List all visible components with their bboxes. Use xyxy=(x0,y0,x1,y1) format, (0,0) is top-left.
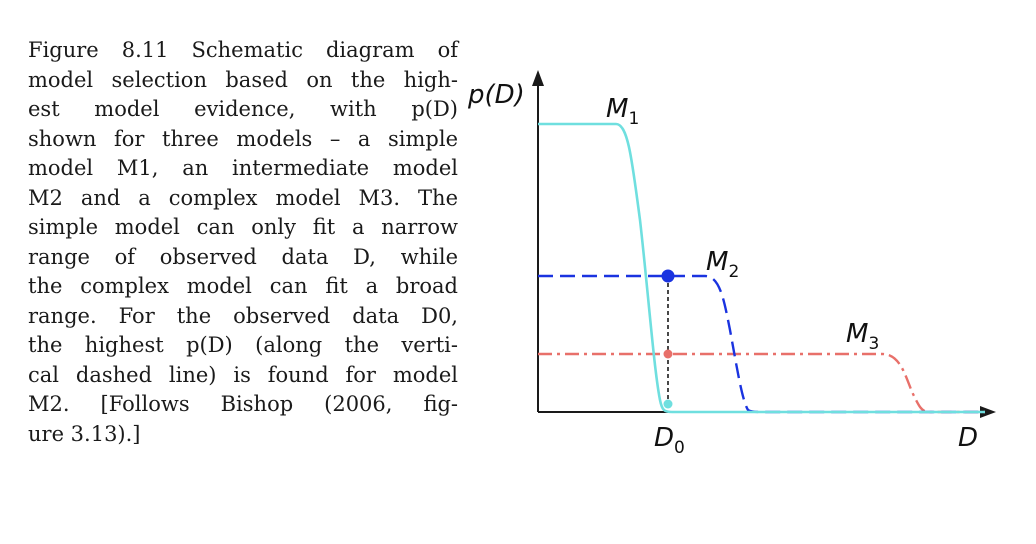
figure-caption: Figure 8.11 Schematic diagram of model s… xyxy=(28,36,458,449)
y-axis-label: p(D) xyxy=(467,80,525,110)
caption-line: cal dashed line) is found for model xyxy=(28,362,458,387)
m1-label: M1 xyxy=(606,94,639,129)
caption-line: model selection based on the high- xyxy=(28,67,458,92)
m3-curve xyxy=(538,352,985,414)
x-axis-arrowhead xyxy=(980,406,996,418)
caption-line: range of observed data D, while xyxy=(28,244,458,269)
d0-label: D0 xyxy=(654,423,685,458)
caption-line: model M1, an intermediate model xyxy=(28,156,458,180)
caption-line: the complex model can fit a broad xyxy=(28,274,458,298)
axes xyxy=(537,82,985,413)
caption-line: shown for three models – a simple xyxy=(28,126,458,151)
model-evidence-diagram: p(D) M1 M2 M3 D0 D xyxy=(460,60,1020,480)
m3-label: M3 xyxy=(846,319,879,354)
caption-line: range. For the observed data D0, xyxy=(28,303,458,328)
caption-line: est model evidence, with p(D) xyxy=(28,97,458,121)
caption-line: the highest p(D) (along the verti- xyxy=(28,333,458,357)
caption-line: M2. [Follows Bishop (2006, fig- xyxy=(28,392,458,416)
caption-line: Figure 8.11 Schematic diagram of xyxy=(28,38,458,62)
diagram-svg: p(D) M1 M2 M3 D0 D xyxy=(467,70,996,458)
x-axis-label: D xyxy=(958,423,978,453)
caption-line: M2 and a complex model M3. The xyxy=(28,185,458,210)
caption-line: ure 3.13).] xyxy=(28,421,141,446)
m2-curve xyxy=(538,274,985,414)
m3-evidence-point xyxy=(663,349,673,359)
m1-curve xyxy=(538,122,985,414)
caption-line: simple model can only fit a narrow xyxy=(28,215,458,239)
m1-evidence-point xyxy=(663,399,673,409)
m2-label: M2 xyxy=(706,247,739,282)
m2-evidence-point xyxy=(661,269,675,283)
y-axis-arrowhead xyxy=(532,70,544,86)
